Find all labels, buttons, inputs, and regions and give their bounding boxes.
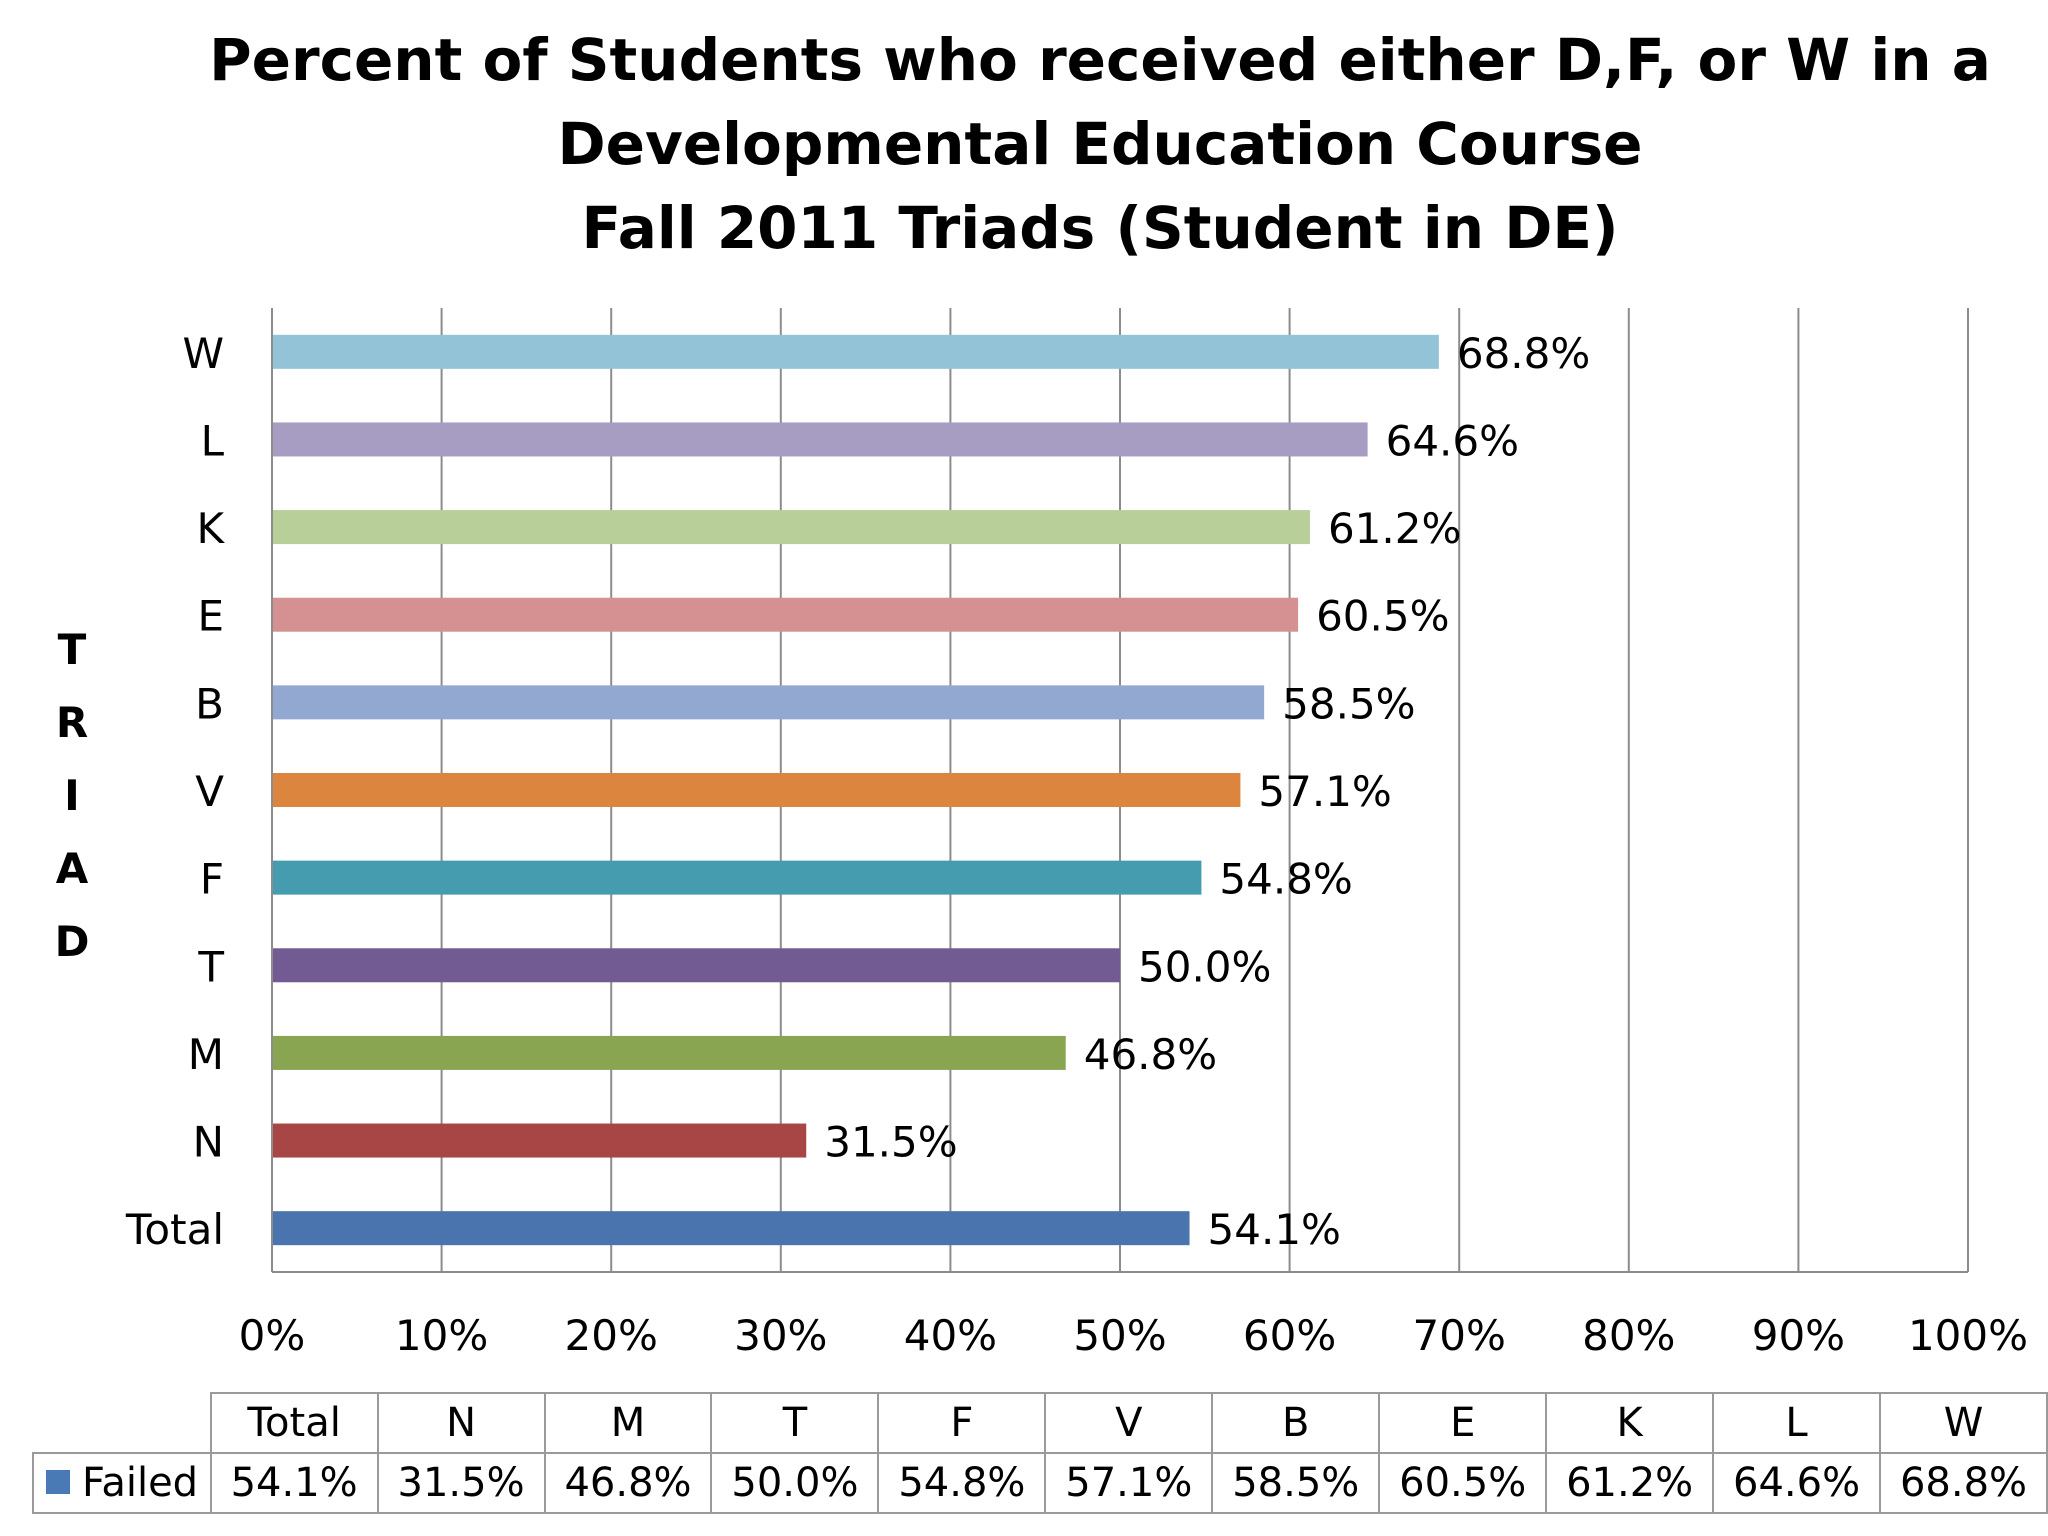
x-tick-label: 60%: [1243, 1311, 1336, 1360]
category-label: Total: [125, 1205, 224, 1254]
bar: [272, 860, 1202, 895]
legend-key-icon: [46, 1470, 70, 1494]
data-label: 31.5%: [824, 1118, 957, 1167]
data-table-value: 60.5%: [1378, 1452, 1548, 1514]
data-table-value: 46.8%: [543, 1452, 713, 1514]
category-label: V: [195, 767, 224, 816]
bar: [272, 948, 1120, 983]
data-table-category: T: [710, 1392, 880, 1454]
data-table-category: F: [877, 1392, 1047, 1454]
bar: [272, 685, 1265, 720]
category-label: E: [197, 592, 224, 641]
data-label: 57.1%: [1258, 767, 1391, 816]
data-table-category: W: [1879, 1392, 2048, 1454]
bars: [272, 334, 1439, 1246]
y-axis-title-letter: T: [58, 625, 87, 674]
data-table-category: M: [543, 1392, 713, 1454]
data-label: 54.8%: [1219, 855, 1352, 904]
data-table-category: L: [1712, 1392, 1882, 1454]
category-label: B: [195, 679, 224, 728]
data-label: 68.8%: [1457, 329, 1590, 378]
data-table-category: N: [376, 1392, 546, 1454]
data-table-corner: [33, 1393, 211, 1453]
data-label: 50.0%: [1138, 942, 1271, 991]
x-tick-label: 70%: [1413, 1311, 1506, 1360]
x-tick-label: 30%: [734, 1311, 827, 1360]
data-label: 61.2%: [1328, 504, 1461, 553]
x-tick-label: 20%: [565, 1311, 658, 1360]
bar: [272, 1123, 807, 1158]
data-table-category: E: [1378, 1392, 1548, 1454]
legend-series-name: Failed: [82, 1460, 199, 1506]
category-label: T: [197, 942, 224, 991]
category-label: K: [196, 504, 225, 553]
data-table-category: Total: [209, 1392, 379, 1454]
chart-title-line-2: Developmental Education Course: [557, 110, 1643, 178]
x-tick-label: 90%: [1752, 1311, 1845, 1360]
y-axis-title-letter: R: [56, 698, 88, 747]
x-tick-label: 50%: [1073, 1311, 1166, 1360]
bar: [272, 422, 1368, 457]
category-label: L: [201, 416, 225, 465]
bar: [272, 1211, 1190, 1246]
x-tick-label: 10%: [395, 1311, 488, 1360]
data-label: 46.8%: [1084, 1030, 1217, 1079]
bar: [272, 773, 1241, 807]
category-label: W: [182, 329, 224, 378]
data-table: Total N M T F V B E K L W Failed 54.1% 31.5% 46.8% 50.…: [32, 1392, 2048, 1514]
data-table-value: 61.2%: [1545, 1452, 1715, 1514]
data-label: 64.6%: [1386, 416, 1519, 465]
bar: [272, 597, 1299, 632]
data-table-category: B: [1211, 1392, 1381, 1454]
data-table-value: 64.6%: [1712, 1452, 1882, 1514]
data-table-category: K: [1545, 1392, 1715, 1454]
data-label: 60.5%: [1316, 592, 1449, 641]
data-table-value: 54.1%: [209, 1452, 379, 1514]
x-tick-label: 0%: [239, 1311, 306, 1360]
data-label: 58.5%: [1282, 679, 1415, 728]
data-table-header-row: Total N M T F V B E K L W: [33, 1392, 2048, 1454]
data-table-value: 31.5%: [376, 1452, 546, 1514]
data-table-value: 50.0%: [710, 1452, 880, 1514]
data-table-series-cell: Failed: [32, 1452, 212, 1514]
labels: 54.1% Total 31.5% N 46.8% M 50.0% T 54.8% F 57.1% V…: [55, 329, 2028, 1360]
y-axis-title-letter: A: [56, 844, 89, 893]
bar: [272, 334, 1439, 369]
axes: [271, 308, 1968, 1273]
category-label: F: [200, 855, 224, 904]
chart-title-line-1: Percent of Students who received either …: [209, 26, 1991, 94]
chart-title-line-3: Fall 2011 Triads (Student in DE): [581, 194, 1619, 262]
data-label: 54.1%: [1208, 1205, 1341, 1254]
x-tick-label: 100%: [1908, 1311, 2028, 1360]
data-table-value-row: Failed 54.1% 31.5% 46.8% 50.0% 54.8% 57.1% 58.5…: [32, 1452, 2048, 1514]
data-table-value: 58.5%: [1211, 1452, 1381, 1514]
bar: [272, 1035, 1066, 1070]
chart-title: Percent of Students who received either …: [0, 18, 2048, 270]
data-table-value: 68.8%: [1879, 1452, 2048, 1514]
data-table-value: 57.1%: [1044, 1452, 1214, 1514]
data-table-category: V: [1044, 1392, 1214, 1454]
category-label: M: [188, 1030, 224, 1079]
y-axis-title-letter: I: [64, 771, 80, 820]
category-label: N: [193, 1118, 224, 1167]
x-tick-label: 80%: [1582, 1311, 1675, 1360]
x-tick-label: 40%: [904, 1311, 997, 1360]
y-axis-title-letter: D: [55, 917, 90, 966]
bar: [272, 510, 1310, 545]
data-table-value: 54.8%: [877, 1452, 1047, 1514]
